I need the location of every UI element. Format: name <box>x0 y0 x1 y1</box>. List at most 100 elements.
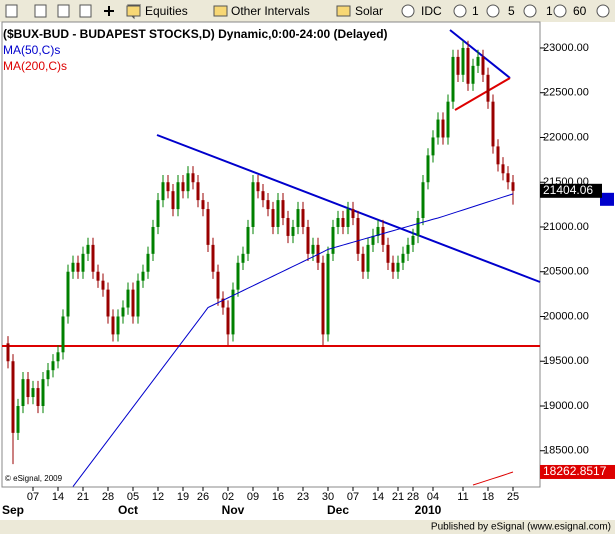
x-tick-label: 14 <box>52 491 64 503</box>
candle-body <box>341 218 345 227</box>
candle-body <box>226 307 230 335</box>
legend-entry: MA(50,C)s <box>3 43 60 57</box>
trend-line <box>449 29 511 79</box>
x-tick-label: 23 <box>297 491 309 503</box>
candle-body <box>241 253 245 263</box>
candle-body <box>86 244 90 254</box>
candle-body <box>246 226 250 254</box>
candle-body <box>36 388 40 406</box>
candle-body <box>151 226 155 254</box>
icon[interactable] <box>57 4 70 18</box>
candle-body <box>306 226 310 254</box>
icon[interactable] <box>596 4 610 18</box>
y-tick-label: 21000.00 <box>543 221 589 233</box>
x-tick-label: 16 <box>272 491 284 503</box>
candle-body <box>406 244 410 254</box>
candle-body <box>291 226 295 236</box>
candle-body <box>426 155 430 183</box>
candle-body <box>416 218 420 236</box>
candle-body <box>186 173 190 192</box>
interval[interactable]: 60 <box>573 4 587 18</box>
candle-body <box>281 200 285 219</box>
interval[interactable]: 1 <box>472 4 479 18</box>
candle-body <box>41 379 45 406</box>
trend-line <box>454 77 511 111</box>
interval[interactable]: IDC <box>421 4 442 18</box>
icon[interactable] <box>34 4 47 18</box>
candle-body <box>431 137 435 156</box>
icon[interactable] <box>336 5 351 17</box>
candle-body <box>371 235 375 245</box>
icon[interactable] <box>553 4 567 18</box>
y-tick-label: 22500.00 <box>543 87 589 99</box>
candle-body <box>471 65 475 84</box>
ma-line <box>472 471 514 486</box>
ma-value-box <box>600 192 614 206</box>
candle-body <box>411 235 415 245</box>
icon[interactable] <box>486 4 500 18</box>
icon[interactable] <box>126 5 141 17</box>
menu[interactable]: Solar <box>355 4 383 18</box>
candle-body <box>236 262 240 290</box>
candle-body <box>326 253 330 335</box>
candle-body <box>456 56 460 75</box>
candle-body <box>506 173 510 183</box>
candle-body <box>101 280 105 290</box>
chart-title: ($BUX-BUD - BUDAPEST STOCKS,D) Dynamic,0… <box>3 27 388 41</box>
candle-body <box>286 218 290 236</box>
candle-body <box>511 182 515 191</box>
x-tick-label: 14 <box>372 491 384 503</box>
candle-body <box>301 209 305 227</box>
x-tick-label: 12 <box>152 491 164 503</box>
x-tick-label: 07 <box>27 491 39 503</box>
price-box <box>540 183 602 198</box>
candle-body <box>296 209 300 227</box>
candle-body <box>446 101 450 138</box>
candle-body <box>461 47 465 75</box>
x-tick-label: 05 <box>127 491 139 503</box>
candle-body <box>76 262 80 272</box>
candle-body <box>181 182 185 192</box>
menu[interactable]: Equities <box>145 4 188 18</box>
icon[interactable] <box>401 4 415 18</box>
candle-body <box>106 289 110 317</box>
interval[interactable]: 5 <box>508 4 515 18</box>
candle-body <box>396 262 400 272</box>
footer <box>0 520 615 534</box>
icon[interactable] <box>453 4 467 18</box>
interval[interactable]: 1 <box>546 4 553 18</box>
candle-body <box>11 361 15 433</box>
y-tick-label: 19500.00 <box>543 355 589 367</box>
menu[interactable]: Other Intervals <box>231 4 310 18</box>
candle-body <box>381 226 385 245</box>
x-tick-label: 09 <box>247 491 259 503</box>
ma-value-label: 18262.8517 <box>543 464 607 478</box>
candle-body <box>116 316 120 335</box>
candle-body <box>321 262 325 335</box>
candle-body <box>476 56 480 66</box>
y-tick-label: 22000.00 <box>543 131 589 143</box>
candle-body <box>436 119 440 138</box>
candle-body <box>351 209 355 219</box>
candle-body <box>61 316 65 353</box>
icon[interactable] <box>79 4 92 18</box>
candle-body <box>206 209 210 245</box>
candle-body <box>361 253 365 272</box>
x-tick-label: 21 <box>77 491 89 503</box>
ma-line <box>72 193 514 487</box>
candle-body <box>176 182 180 210</box>
candle-body <box>141 271 145 281</box>
candle-body <box>131 289 135 317</box>
candle-body <box>51 361 55 371</box>
month-label: Sep <box>2 503 24 517</box>
candle-body <box>356 218 360 254</box>
candle-body <box>466 47 470 84</box>
icon[interactable] <box>104 6 114 16</box>
candle-body <box>256 182 260 192</box>
icon[interactable] <box>5 4 18 18</box>
icon[interactable] <box>213 5 228 17</box>
candle-body <box>31 388 35 398</box>
candle-body <box>156 200 160 227</box>
candle-body <box>336 218 340 227</box>
icon[interactable] <box>523 4 537 18</box>
